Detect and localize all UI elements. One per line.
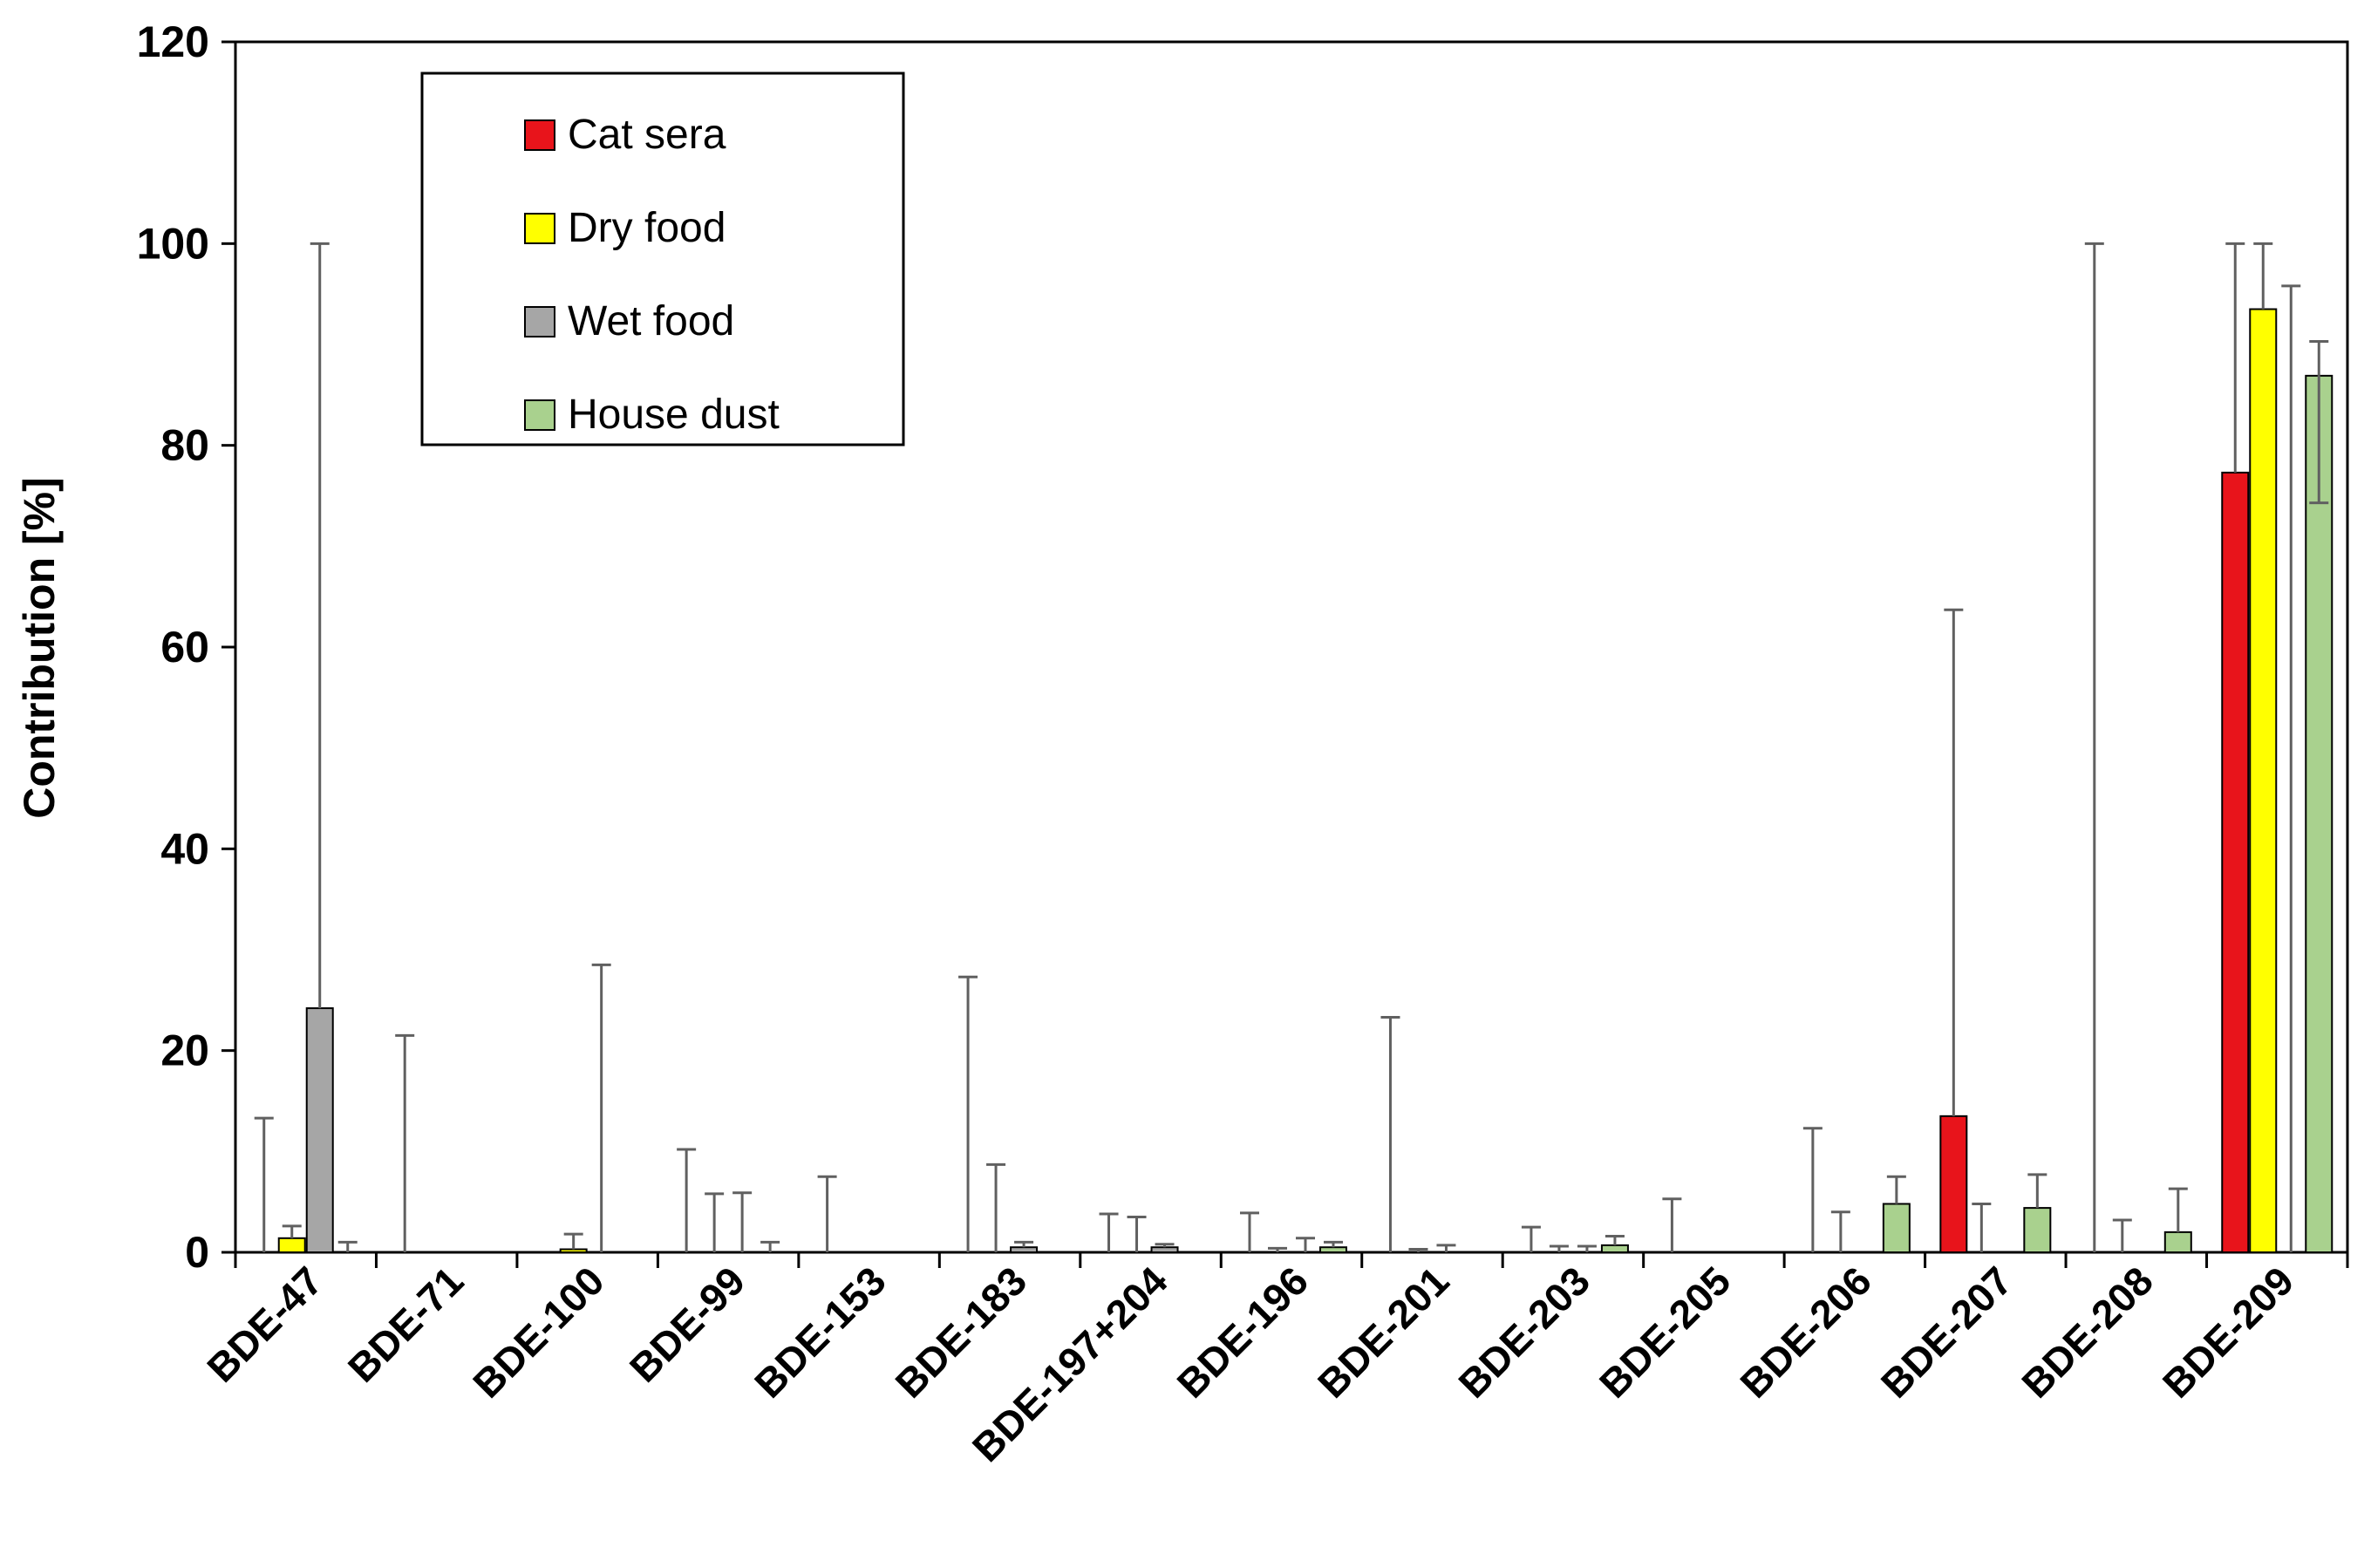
x-tick-label: BDE-71 [339,1258,472,1390]
y-tick-label: 120 [137,17,209,66]
x-tick-label: BDE-207 [1872,1258,2021,1407]
series-cat-sera [254,242,2250,1253]
y-axis: 0 20 40 60 80 100 120 [137,17,235,1277]
bar [2249,308,2278,1253]
bar [2305,374,2334,1253]
x-tick-label: BDE-47 [198,1258,330,1390]
x-tick-label: BDE-201 [1309,1258,1458,1407]
legend-label: Wet food [568,298,734,344]
bar [1600,1244,1629,1253]
bar [2163,1231,2192,1254]
legend: Cat sera Dry food Wet food House dust [420,72,905,447]
legend-swatch [524,119,555,151]
y-tick-label: 0 [185,1228,209,1277]
series-wet-food [305,242,2301,1254]
x-tick-label: BDE-99 [621,1258,753,1390]
bar [1010,1246,1039,1254]
y-tick-label: 20 [160,1026,209,1075]
bar [277,1237,306,1253]
legend-label: Dry food [568,205,726,251]
y-tick-label: 80 [160,421,209,470]
x-tick-label: BDE-183 [887,1258,1036,1407]
plot-area [234,40,2349,1254]
y-tick-label: 100 [137,219,209,268]
x-tick-label: BDE-208 [2013,1258,2162,1407]
bar [1319,1246,1347,1254]
bar [2221,471,2250,1253]
bar [1939,1115,1968,1253]
y-tick-label: 40 [160,824,209,873]
bar [1882,1203,1911,1253]
x-tick-label: BDE-206 [1731,1258,1880,1407]
x-tick-label: BDE-196 [1168,1258,1318,1407]
x-tick-label: BDE-100 [464,1258,613,1407]
y-tick-label: 60 [160,623,209,672]
legend-box [420,72,905,447]
x-tick-label: BDE-203 [1449,1258,1598,1407]
x-tick-label: BDE-153 [746,1258,895,1407]
series-house-dust [337,340,2334,1254]
legend-swatch [524,213,555,244]
series-dry-food [277,242,2278,1254]
legend-label: Cat sera [568,112,726,158]
bar [1150,1246,1179,1254]
y-axis-title: Contribution [%] [15,477,64,819]
x-tick-label: BDE-209 [2154,1258,2303,1407]
bar [2023,1207,2052,1254]
bar [559,1248,588,1254]
legend-swatch [524,399,555,431]
legend-label: House dust [568,392,780,438]
bar [305,1007,334,1253]
x-tick-label: BDE-205 [1591,1258,1740,1407]
legend-swatch [524,306,555,337]
